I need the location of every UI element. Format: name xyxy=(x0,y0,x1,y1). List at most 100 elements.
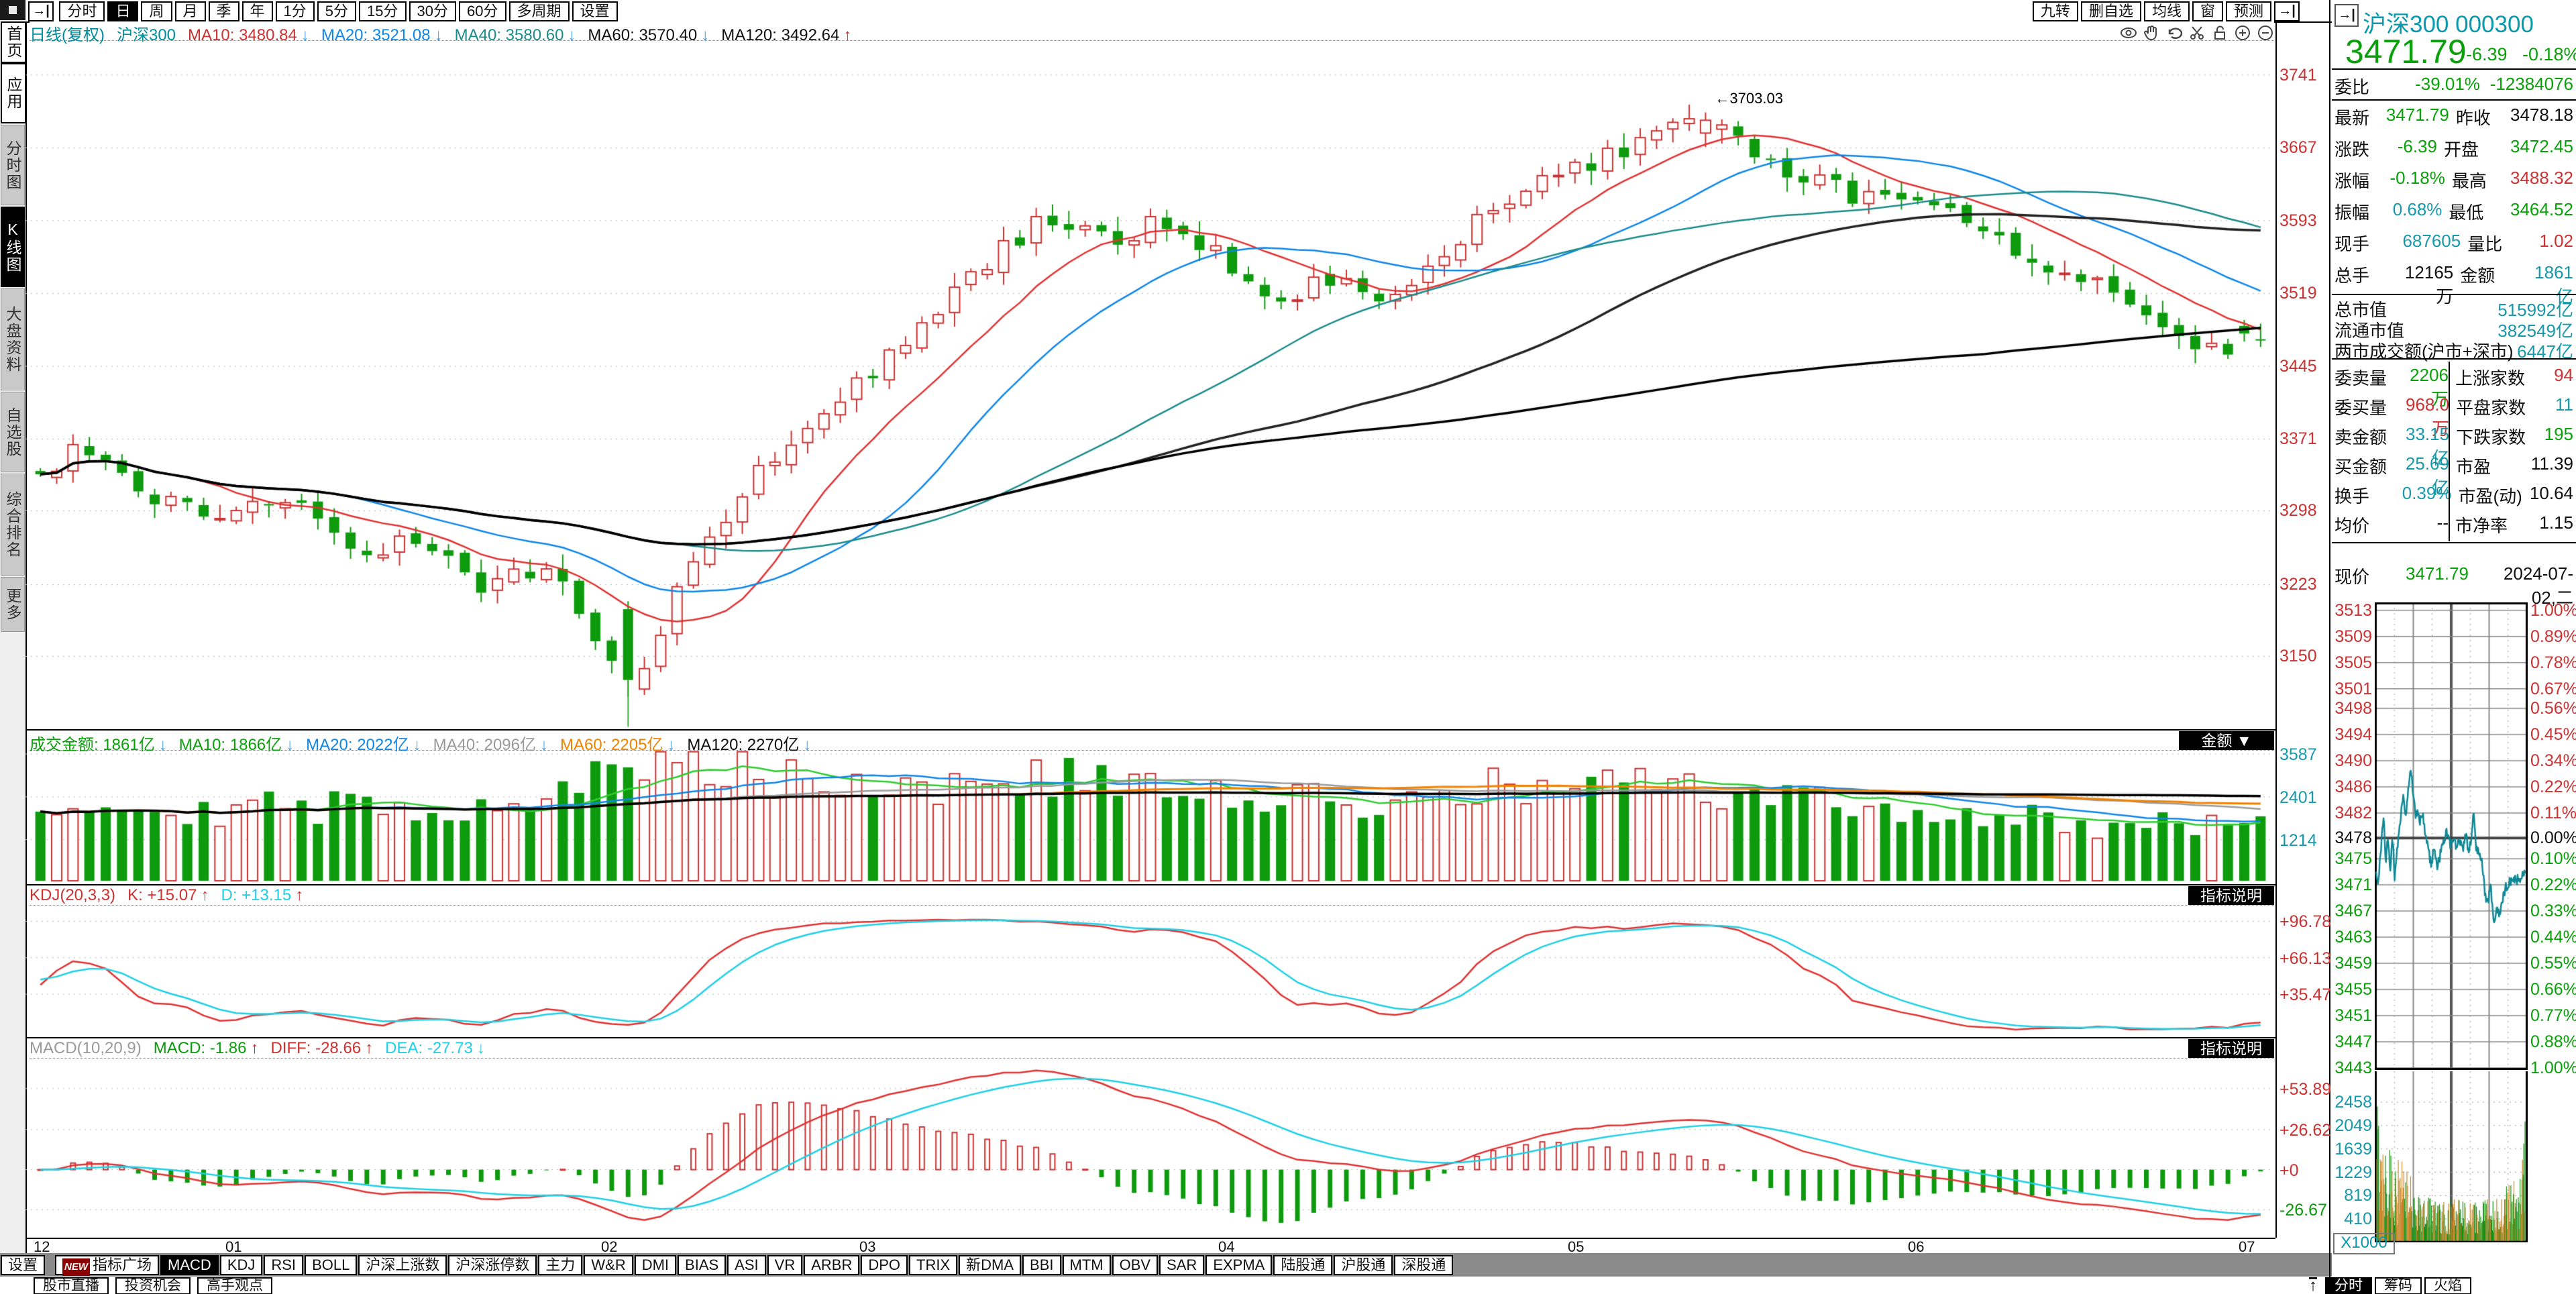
period-button-60分[interactable]: 60分 xyxy=(459,1,506,21)
kdj-axis-label: +96.78 xyxy=(2279,912,2332,932)
indicator-tab-W&R[interactable]: W&R xyxy=(584,1255,633,1275)
legend-item: MA10: 3480.84 xyxy=(188,26,297,44)
indicator-tab-BOLL[interactable]: BOLL xyxy=(305,1255,358,1275)
weibi-label: 委比 xyxy=(2334,77,2370,97)
period-button-设置[interactable]: 设置 xyxy=(572,1,618,21)
intraday-tab-筹码[interactable]: 筹码 xyxy=(2375,1277,2422,1294)
period-button-30分[interactable]: 30分 xyxy=(409,1,457,21)
indicator-tab-SAR[interactable]: SAR xyxy=(1159,1255,1205,1275)
period-button-季[interactable]: 季 xyxy=(208,1,239,21)
indicator-tab-TRIX[interactable]: TRIX xyxy=(909,1255,958,1275)
tool-button-九转[interactable]: 九转 xyxy=(2032,1,2078,21)
legend-item: MA20: 3521.08 xyxy=(321,26,431,44)
sidebar-item-自选股[interactable]: 自选股 xyxy=(1,392,25,472)
period-button-1分[interactable]: 1分 xyxy=(275,1,315,21)
scroll-top-icon[interactable]: ↑ xyxy=(2309,1277,2317,1294)
indicator-tab-ASI[interactable]: ASI xyxy=(727,1255,766,1275)
indicator-tab-MTM[interactable]: MTM xyxy=(1062,1255,1111,1275)
intraday-volume-canvas[interactable] xyxy=(2375,1071,2528,1242)
indicator-tab-MACD[interactable]: MACD xyxy=(160,1255,219,1275)
kdj-canvas[interactable] xyxy=(25,906,2275,1036)
collapse-right-icon[interactable]: →| xyxy=(2334,4,2359,27)
period-button-15分[interactable]: 15分 xyxy=(359,1,407,21)
indicator-tab-深股通[interactable]: 深股通 xyxy=(1394,1255,1454,1275)
indicator-tab-VR[interactable]: VR xyxy=(767,1255,803,1275)
collapse-left-icon[interactable]: →| xyxy=(28,1,54,21)
kdj-help-badge[interactable]: 指标说明 xyxy=(2188,886,2274,905)
eye-icon[interactable] xyxy=(2120,24,2137,42)
period-button-周[interactable]: 周 xyxy=(141,1,172,21)
sidebar-item-K线图[interactable]: K线图 xyxy=(1,207,25,287)
field-value: 11 xyxy=(2555,394,2573,415)
sidebar-item-更多[interactable]: 更多 xyxy=(1,577,25,632)
indicator-tab-DPO[interactable]: DPO xyxy=(861,1255,908,1275)
tool-button-窗[interactable]: 窗 xyxy=(2192,1,2223,21)
period-button-年[interactable]: 年 xyxy=(241,1,273,21)
legend-item: MA40: 3580.60 xyxy=(454,26,564,44)
sidebar-item-大盘资料[interactable]: 大盘资料 xyxy=(1,288,25,390)
indicator-tab-沪深涨停数[interactable]: 沪深涨停数 xyxy=(448,1255,537,1275)
macd-canvas[interactable] xyxy=(25,1059,2275,1237)
period-button-分时[interactable]: 分时 xyxy=(59,1,105,21)
sidebar-item-综合排名[interactable]: 综合排名 xyxy=(1,474,25,576)
sidebar-item-分时图[interactable]: 分时图 xyxy=(1,125,25,205)
kline-canvas[interactable] xyxy=(25,42,2275,729)
intraday-tab-火焰[interactable]: 火焰 xyxy=(2424,1277,2471,1294)
indicator-tab-KDJ[interactable]: KDJ xyxy=(219,1255,263,1275)
field-label: 流通市值 xyxy=(2334,321,2405,341)
indicator-tab-沪股通[interactable]: 沪股通 xyxy=(1334,1255,1393,1275)
field-label: 金额 xyxy=(2460,266,2496,286)
indicator-tab-新DMA[interactable]: 新DMA xyxy=(959,1255,1022,1275)
app-menu-button[interactable] xyxy=(0,0,25,20)
collapse-right-toolbar-icon[interactable]: →| xyxy=(2274,1,2300,21)
volume-canvas[interactable] xyxy=(25,750,2275,883)
pct-level-label: 0.00% xyxy=(2530,828,2576,848)
tool-button-预测[interactable]: 预测 xyxy=(2225,1,2271,21)
field-label: 昨收 xyxy=(2455,108,2491,128)
zoom-out-icon[interactable] xyxy=(2257,24,2274,42)
field-label: 总市值 xyxy=(2334,300,2387,320)
intraday-tab-分时[interactable]: 分时 xyxy=(2325,1277,2372,1294)
bottom-tab-投资机会[interactable]: 投资机会 xyxy=(115,1277,191,1294)
volume-level-label: 1639 xyxy=(2334,1139,2372,1158)
indicator-tab-ARBR[interactable]: ARBR xyxy=(804,1255,860,1275)
symbol-title[interactable]: 沪深300 000300 xyxy=(2363,11,2534,38)
period-button-5分[interactable]: 5分 xyxy=(317,1,357,21)
period-button-月[interactable]: 月 xyxy=(174,1,206,21)
kdj-axis-label: +66.13 xyxy=(2279,949,2332,968)
macd-help-badge[interactable]: 指标说明 xyxy=(2188,1039,2274,1058)
tool-button-删自选[interactable]: 删自选 xyxy=(2080,1,2141,21)
indicator-tab-BIAS[interactable]: BIAS xyxy=(678,1255,727,1275)
hand-icon[interactable] xyxy=(2143,24,2160,42)
bottom-tab-股市直播[interactable]: 股市直播 xyxy=(34,1277,109,1294)
indicator-tab-OBV[interactable]: OBV xyxy=(1112,1255,1159,1275)
field-label: 现手 xyxy=(2334,234,2370,254)
period-button-多周期[interactable]: 多周期 xyxy=(508,1,570,21)
indicator-tab-BBI[interactable]: BBI xyxy=(1022,1255,1061,1275)
unlock-icon[interactable] xyxy=(2211,24,2229,42)
indicator-tab-设置[interactable]: 设置 xyxy=(1,1255,46,1275)
volume-level-label: 2458 xyxy=(2334,1093,2372,1112)
volume-mode-dropdown[interactable]: 金额 ▼ xyxy=(2179,731,2274,750)
indicator-tab-指标广场[interactable]: NEW 指标广场 xyxy=(55,1255,160,1276)
period-button-日[interactable]: 日 xyxy=(107,1,139,21)
intraday-canvas[interactable] xyxy=(2375,602,2528,1070)
indicator-tab-主力[interactable]: 主力 xyxy=(538,1255,583,1275)
field-value: 968.0万 xyxy=(2406,394,2450,439)
indicator-tab-陆股通[interactable]: 陆股通 xyxy=(1273,1255,1333,1275)
panel-divider xyxy=(25,1238,2275,1239)
indicator-tab-EXPMA[interactable]: EXPMA xyxy=(1205,1255,1273,1275)
field-value: 3471.79 xyxy=(2385,105,2449,125)
bottom-tab-高手观点[interactable]: 高手观点 xyxy=(197,1277,272,1294)
tool-button-均线[interactable]: 均线 xyxy=(2143,1,2190,21)
date-label-02: 02 xyxy=(601,1238,618,1255)
scissors-icon[interactable] xyxy=(2188,24,2206,42)
indicator-tab-DMI[interactable]: DMI xyxy=(634,1255,677,1275)
undo-icon[interactable] xyxy=(2165,24,2183,42)
sidebar-item-应用[interactable]: 应用 xyxy=(1,63,26,123)
sidebar-item-首页[interactable]: 首页 xyxy=(1,21,26,63)
indicator-tab-沪深上涨数[interactable]: 沪深上涨数 xyxy=(358,1255,447,1275)
indicator-tab-RSI[interactable]: RSI xyxy=(264,1255,304,1275)
zoom-in-icon[interactable] xyxy=(2234,24,2251,42)
volume-scale-label: X1000 xyxy=(2333,1233,2395,1254)
